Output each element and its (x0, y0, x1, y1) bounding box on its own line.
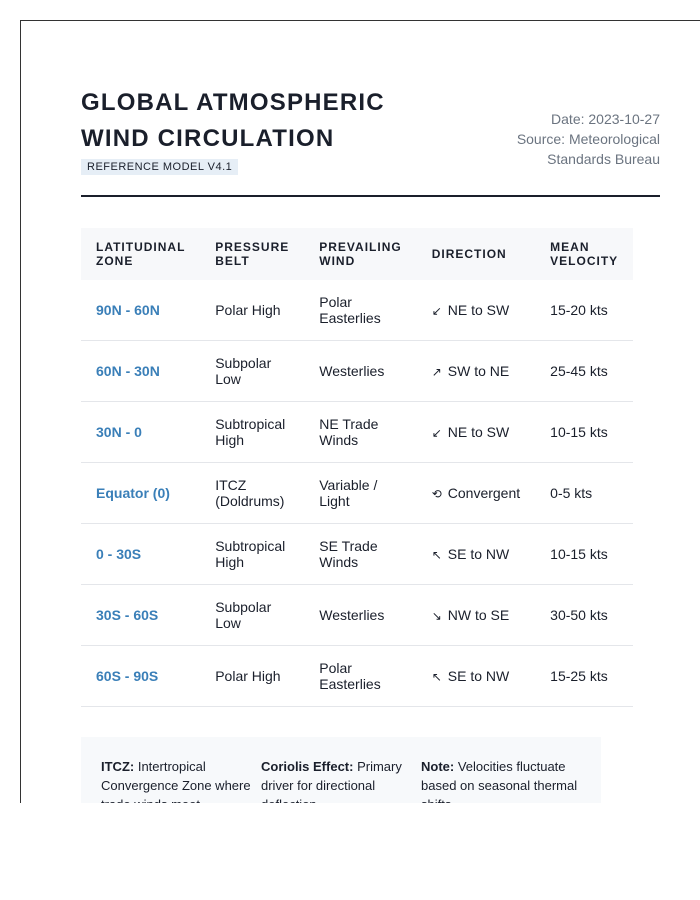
zone: 60S - 90S (81, 645, 201, 707)
direction-text: NE to SW (447, 423, 510, 440)
report-card: GLOBAL ATMOSPHERIC WIND CIRCULATION REFE… (20, 20, 700, 803)
table-row: Equator (0) ITCZ (Doldrums) Variable / Lig… (81, 462, 634, 524)
prevailing-wind: SE Trade Winds (304, 523, 417, 585)
zone: 30S - 60S (81, 584, 201, 646)
badge: REFERENCE MODEL V4.1 (81, 159, 239, 175)
source: Source: Meteorological Standards Bureau (516, 131, 660, 167)
title: GLOBAL ATMOSPHERIC WIND CIRCULATION (81, 89, 385, 152)
zone: 0 - 30S (81, 523, 201, 585)
direction: ↘ NW to SE (416, 584, 536, 646)
note: Coriolis Effect: Primary driver for dire… (261, 757, 421, 803)
table-row: 30S - 60S Subpolar Low Westerlies ↘ NW to SE… (81, 584, 634, 646)
direction-icon: ↗ (431, 364, 442, 379)
note-label: Coriolis Effect: (261, 759, 354, 774)
wind-table: LATITUDINAL ZONE PRESSURE BELT PREVAILING … (81, 228, 634, 707)
direction-text: SE to NW (447, 667, 510, 684)
pressure-belt: Subpolar Low (200, 340, 305, 402)
direction: ↙ NE to SW (416, 401, 536, 463)
notes: ITCZ: Intertropical Convergence Zone whe… (81, 737, 601, 803)
direction-icon: ⟲ (431, 486, 442, 501)
direction-icon: ↖ (431, 547, 442, 562)
column-header: DIRECTION (416, 228, 536, 280)
direction-icon: ↘ (431, 608, 442, 623)
meta: Date: 2023-10-27 Source: Meteorological … (490, 109, 660, 175)
table-row: 0 - 30S Subtropical High SE Trade Winds ↖ SE… (81, 523, 634, 585)
column-header: MEAN VELOCITY (535, 228, 634, 280)
note-text: Intertropical Convergence Zone where tra… (101, 759, 251, 803)
direction-icon: ↙ (431, 425, 442, 440)
velocity: 0-5 kts (535, 462, 634, 524)
pressure-belt: Subtropical High (200, 401, 305, 463)
prevailing-wind: Polar Easterlies (304, 645, 417, 707)
table-row: 30N - 0 Subtropical High NE Trade Winds ↙ NE… (81, 401, 634, 463)
direction-text: Convergent (447, 484, 521, 501)
column-header: LATITUDINAL ZONE (81, 228, 201, 280)
column-header: PREVAILING WIND (304, 228, 417, 280)
direction-text: NE to SW (447, 301, 510, 318)
zone: 90N - 60N (81, 280, 201, 341)
pressure-belt: Polar High (200, 280, 305, 341)
column-header: PRESSURE BELT (200, 228, 305, 280)
header: GLOBAL ATMOSPHERIC WIND CIRCULATION REFE… (81, 85, 660, 197)
prevailing-wind: Polar Easterlies (304, 280, 417, 341)
zone: Equator (0) (81, 462, 201, 524)
direction-icon: ↙ (431, 303, 442, 318)
table-row: 60N - 30N Subpolar Low Westerlies ↗ SW to NE… (81, 340, 634, 402)
velocity: 15-25 kts (535, 645, 634, 707)
prevailing-wind: NE Trade Winds (304, 401, 417, 463)
prevailing-wind: Variable / Light (304, 462, 417, 524)
note-text: Primary driver for directional deflectio… (261, 759, 402, 803)
header-row: LATITUDINAL ZONE PRESSURE BELT PREVAILING … (81, 228, 634, 280)
pressure-belt: Subpolar Low (200, 584, 305, 646)
zone: 30N - 0 (81, 401, 201, 463)
direction: ↗ SW to NE (416, 340, 536, 402)
note-label: Note: (421, 759, 455, 774)
velocity: 10-15 kts (535, 523, 634, 585)
note-text: Velocities fluctuate based on seasonal t… (421, 759, 578, 803)
direction-text: SW to NE (447, 362, 510, 379)
direction: ↖ SE to NW (416, 645, 536, 707)
prevailing-wind: Westerlies (304, 584, 417, 646)
note: ITCZ: Intertropical Convergence Zone whe… (101, 757, 261, 803)
velocity: 15-20 kts (535, 280, 634, 341)
note: Note: Velocities fluctuate based on seas… (421, 757, 581, 803)
direction: ↖ SE to NW (416, 523, 536, 585)
table-row: 90N - 60N Polar High Polar Easterlies ↙ NE t… (81, 280, 634, 341)
direction-icon: ↖ (431, 669, 442, 684)
table-body: 90N - 60N Polar High Polar Easterlies ↙ NE t… (81, 280, 634, 707)
title-block: GLOBAL ATMOSPHERIC WIND CIRCULATION REFE… (81, 85, 411, 175)
direction-text: SE to NW (447, 545, 510, 562)
direction: ↙ NE to SW (416, 280, 536, 341)
velocity: 30-50 kts (535, 584, 634, 646)
velocity: 25-45 kts (535, 340, 634, 402)
velocity: 10-15 kts (535, 401, 634, 463)
zone: 60N - 30N (81, 340, 201, 402)
prevailing-wind: Westerlies (304, 340, 417, 402)
pressure-belt: Subtropical High (200, 523, 305, 585)
note-label: ITCZ: (101, 759, 135, 774)
table-row: 60S - 90S Polar High Polar Easterlies ↖ SE t… (81, 645, 634, 707)
direction: ⟲ Convergent (416, 462, 536, 524)
pressure-belt: Polar High (200, 645, 305, 707)
date: Date: 2023-10-27 (551, 111, 660, 127)
direction-text: NW to SE (447, 606, 510, 623)
pressure-belt: ITCZ (Doldrums) (200, 462, 305, 524)
